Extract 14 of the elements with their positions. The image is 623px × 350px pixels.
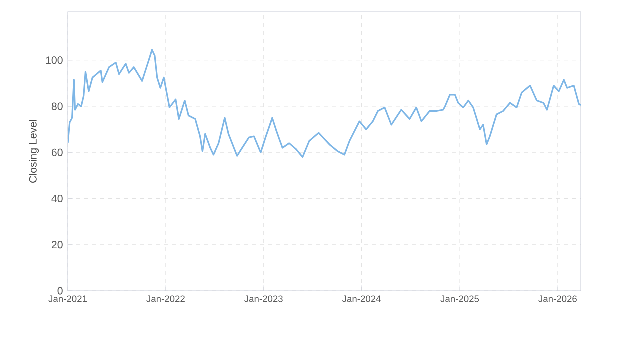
x-tick-label: Jan-2022 <box>146 296 185 302</box>
line-series <box>68 49 582 158</box>
y-tick-label: 40 <box>52 194 63 203</box>
x-tick-label: Jan-2021 <box>48 296 87 302</box>
x-tick-label: Jan-2023 <box>244 296 283 302</box>
y-tick-label: 80 <box>52 102 63 110</box>
x-tick-label: Jan-2026 <box>538 296 577 302</box>
y-tick-label: 20 <box>52 241 63 249</box>
x-tick-label: Jan-2024 <box>342 296 381 302</box>
x-tick-label: Jan-2025 <box>440 296 480 302</box>
y-axis-title: Closing Level <box>29 120 40 183</box>
y-tick-label: 100 <box>46 56 63 64</box>
y-tick-label: 60 <box>52 148 63 156</box>
y-tick-label: 0 <box>58 287 63 295</box>
